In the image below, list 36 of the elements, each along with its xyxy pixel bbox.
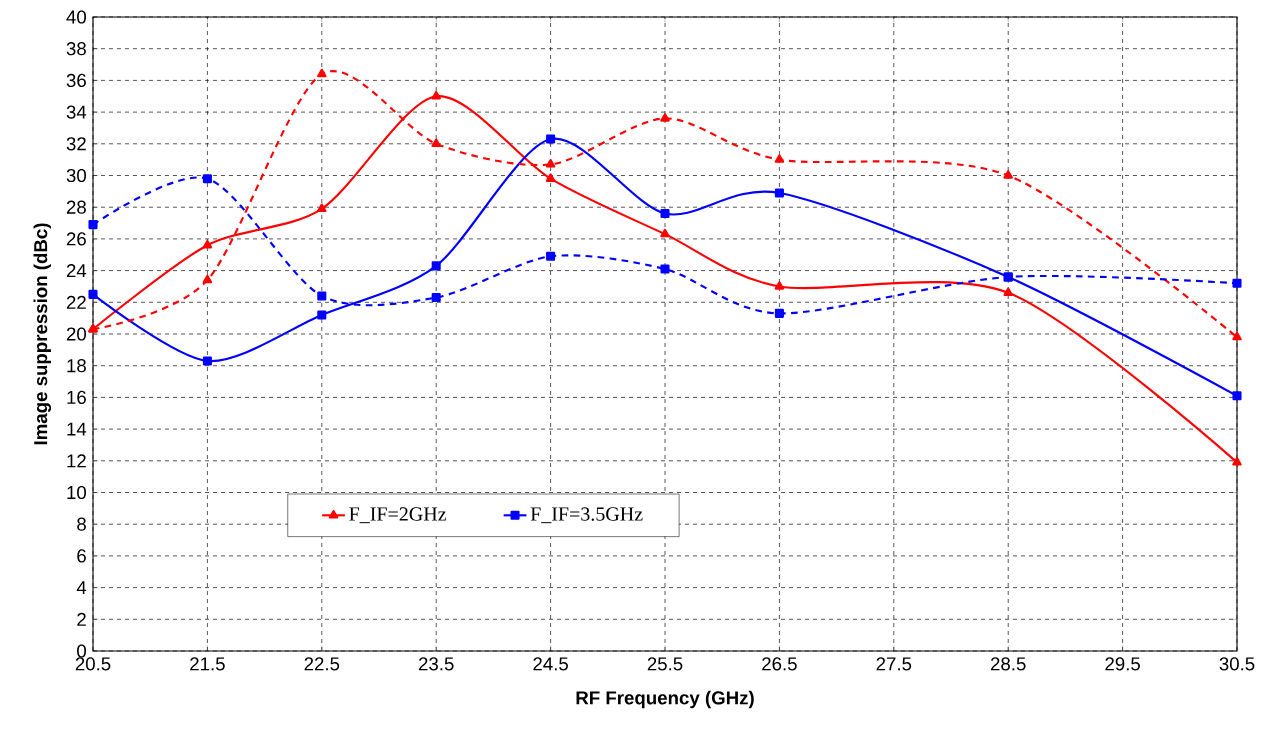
y-tick-label: 10 bbox=[67, 485, 87, 500]
x-tick-label: 20.5 bbox=[75, 657, 111, 671]
x-tick-label: 25.5 bbox=[647, 657, 683, 671]
y-tick-label: 4 bbox=[76, 581, 87, 595]
y-tick-label: 40 bbox=[66, 10, 87, 24]
x-tick-label: 30.5 bbox=[1219, 657, 1255, 671]
x-tick-label: 26.5 bbox=[762, 657, 797, 671]
x-tick-label: 22.5 bbox=[304, 657, 340, 671]
x-tick-label: 23.5 bbox=[418, 657, 454, 671]
y-tick-label: 34 bbox=[66, 105, 87, 119]
x-tick-label: 28.5 bbox=[990, 657, 1026, 671]
y-tick-label: 8 bbox=[77, 517, 86, 531]
y-tick-label: 2 bbox=[77, 612, 86, 626]
y-tick-label: 6 bbox=[77, 549, 86, 563]
x-tick-label: 24.5 bbox=[533, 657, 568, 671]
y-axis-title: Image suppression (dBc) bbox=[33, 223, 52, 445]
y-tick-label: 32 bbox=[66, 137, 86, 151]
x-tick-label: 21.5 bbox=[190, 657, 225, 671]
y-tick-label: 22 bbox=[66, 295, 86, 309]
y-tick-label: 28 bbox=[66, 200, 86, 214]
x-axis-title: RF Frequency (GHz) bbox=[576, 690, 754, 709]
y-tick-label: 26 bbox=[66, 232, 86, 246]
y-tick-label: 38 bbox=[66, 42, 86, 56]
y-tick-label: 0 bbox=[77, 644, 87, 658]
y-tick-label: 36 bbox=[66, 73, 86, 88]
y-tick-label: 18 bbox=[67, 359, 86, 373]
y-tick-label: 20 bbox=[66, 327, 87, 341]
y-tick-label: 14 bbox=[67, 422, 87, 436]
x-tick-label: 27.5 bbox=[876, 657, 912, 671]
y-tick-label: 16 bbox=[67, 390, 86, 405]
y-tick-label: 24 bbox=[66, 264, 87, 278]
y-tick-label: 12 bbox=[67, 454, 86, 468]
y-tick-label: 30 bbox=[66, 168, 87, 183]
legend-label: F_IF=3.5GHz bbox=[530, 507, 643, 524]
x-tick-label: 29.5 bbox=[1105, 657, 1140, 671]
legend-label: F_IF=2GHz bbox=[349, 507, 447, 524]
